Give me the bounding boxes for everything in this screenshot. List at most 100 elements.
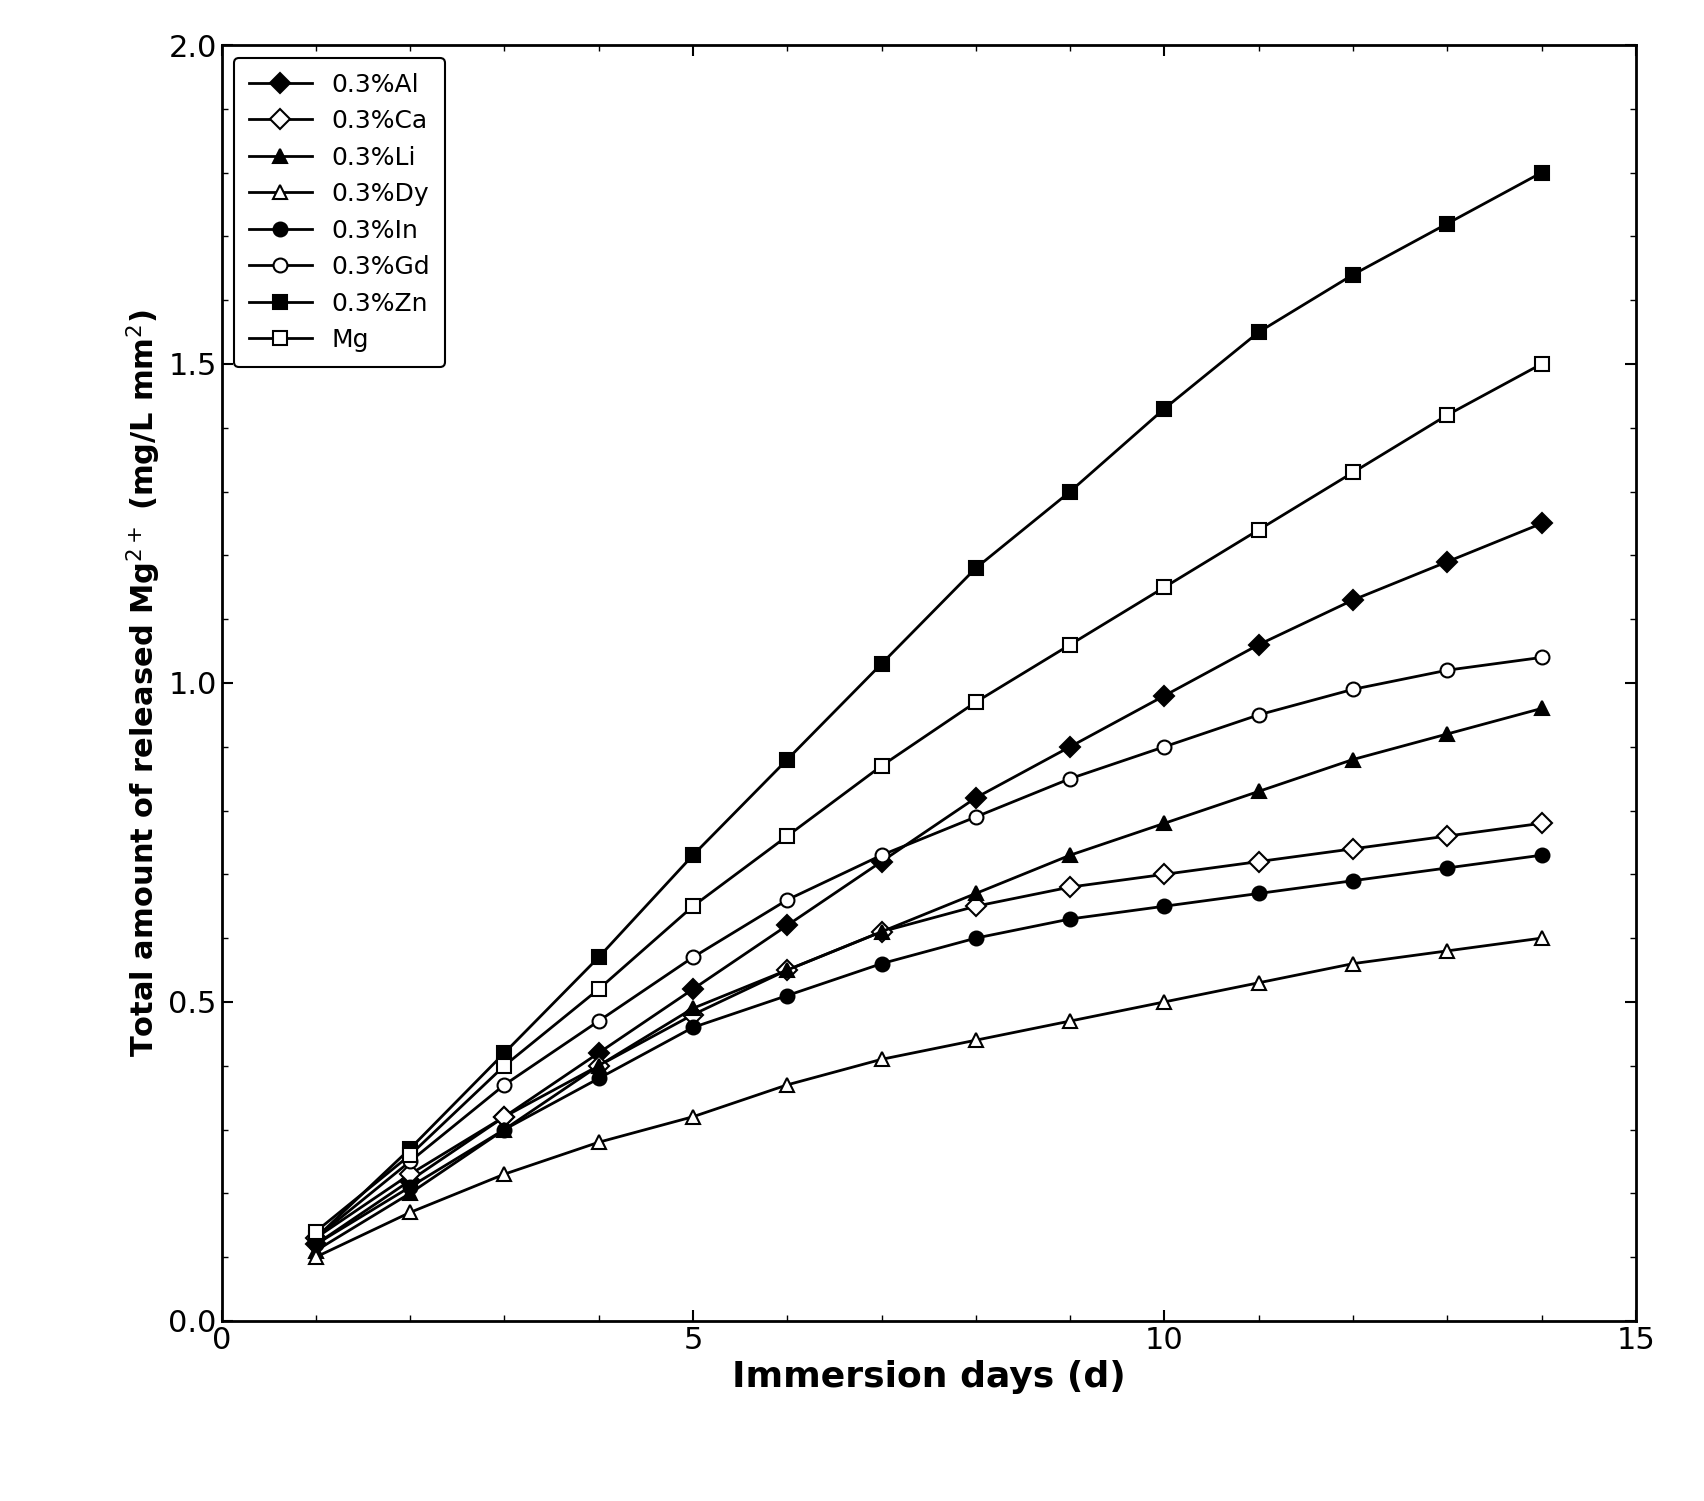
0.3%Li [871, 923, 891, 941]
0.3%Zn [494, 1045, 515, 1063]
0.3%Dy [588, 1133, 608, 1151]
0.3%Gd [588, 1012, 608, 1030]
Mg [494, 1057, 515, 1075]
0.3%Dy [871, 1051, 891, 1069]
Mg [871, 757, 891, 775]
Mg [1532, 356, 1552, 374]
0.3%Ca [400, 1165, 421, 1183]
0.3%Li [494, 1120, 515, 1139]
0.3%Ca [683, 1006, 704, 1024]
Y-axis label: Total amount of released Mg$^{2+}$ (mg/L mm$^{2}$): Total amount of released Mg$^{2+}$ (mg/L… [124, 309, 162, 1057]
0.3%Gd [1436, 660, 1457, 678]
0.3%Al [400, 1171, 421, 1189]
0.3%In [1249, 884, 1269, 902]
Mg [588, 980, 608, 998]
0.3%In [1532, 847, 1552, 865]
0.3%Ca [1154, 865, 1174, 883]
Line: 0.3%Li: 0.3%Li [308, 701, 1549, 1258]
Mg [1249, 521, 1269, 539]
0.3%Zn [1532, 164, 1552, 182]
0.3%Zn [305, 1229, 325, 1247]
0.3%Gd [966, 808, 987, 826]
Mg [1060, 636, 1080, 654]
0.3%Dy [1343, 955, 1363, 973]
Line: 0.3%Ca: 0.3%Ca [308, 817, 1549, 1244]
0.3%Li [1436, 725, 1457, 743]
0.3%Dy [1436, 943, 1457, 961]
0.3%Zn [1154, 399, 1174, 417]
0.3%Al [777, 916, 797, 934]
0.3%In [683, 1018, 704, 1036]
0.3%Al [1343, 591, 1363, 609]
0.3%Ca [871, 923, 891, 941]
0.3%Al [494, 1108, 515, 1126]
0.3%Li [305, 1241, 325, 1259]
0.3%Gd [871, 847, 891, 865]
0.3%Li [1060, 847, 1080, 865]
0.3%Dy [777, 1076, 797, 1094]
0.3%Zn [1060, 483, 1080, 501]
0.3%Zn [966, 560, 987, 578]
0.3%Li [588, 1057, 608, 1075]
0.3%In [588, 1069, 608, 1087]
0.3%Ca [1249, 853, 1269, 871]
0.3%Ca [494, 1108, 515, 1126]
0.3%Zn [683, 847, 704, 865]
Mg [683, 898, 704, 916]
0.3%Al [683, 980, 704, 998]
0.3%Gd [1154, 738, 1174, 757]
0.3%Al [305, 1235, 325, 1253]
Legend: 0.3%Al, 0.3%Ca, 0.3%Li, 0.3%Dy, 0.3%In, 0.3%Gd, 0.3%Zn, Mg: 0.3%Al, 0.3%Ca, 0.3%Li, 0.3%Dy, 0.3%In, … [233, 57, 445, 368]
Mg [1436, 405, 1457, 423]
0.3%Gd [494, 1076, 515, 1094]
0.3%Al [871, 853, 891, 871]
0.3%Dy [400, 1204, 421, 1222]
0.3%Gd [1060, 770, 1080, 788]
Line: 0.3%Al: 0.3%Al [308, 516, 1549, 1252]
0.3%Al [588, 1045, 608, 1063]
Mg [777, 827, 797, 845]
Line: 0.3%Gd: 0.3%Gd [308, 650, 1549, 1244]
0.3%Gd [400, 1153, 421, 1171]
0.3%Ca [1060, 878, 1080, 896]
0.3%Li [777, 961, 797, 979]
0.3%Dy [1060, 1012, 1080, 1030]
0.3%Li [1532, 699, 1552, 717]
0.3%Zn [777, 750, 797, 769]
0.3%Al [1249, 636, 1269, 654]
0.3%In [1060, 910, 1080, 928]
0.3%Zn [400, 1139, 421, 1157]
Line: 0.3%Zn: 0.3%Zn [308, 165, 1549, 1244]
0.3%Dy [1249, 974, 1269, 992]
0.3%Zn [1343, 266, 1363, 284]
0.3%In [494, 1120, 515, 1139]
0.3%Al [1436, 552, 1457, 570]
0.3%Gd [305, 1229, 325, 1247]
0.3%Ca [305, 1229, 325, 1247]
0.3%In [400, 1178, 421, 1196]
0.3%Gd [683, 949, 704, 967]
Line: 0.3%In: 0.3%In [308, 848, 1549, 1252]
0.3%In [1154, 898, 1174, 916]
0.3%In [305, 1235, 325, 1253]
0.3%In [871, 955, 891, 973]
0.3%Ca [1343, 841, 1363, 859]
0.3%Gd [1532, 648, 1552, 666]
Mg [1154, 578, 1174, 596]
0.3%Li [400, 1184, 421, 1202]
Mg [400, 1147, 421, 1165]
0.3%Al [1060, 738, 1080, 757]
0.3%Li [966, 884, 987, 902]
0.3%Al [966, 790, 987, 808]
0.3%Li [1154, 814, 1174, 832]
Mg [966, 693, 987, 711]
0.3%Dy [966, 1031, 987, 1049]
0.3%In [966, 929, 987, 947]
0.3%Dy [1532, 929, 1552, 947]
0.3%In [777, 986, 797, 1004]
0.3%Zn [588, 949, 608, 967]
0.3%Gd [1249, 705, 1269, 723]
0.3%Dy [1154, 994, 1174, 1012]
0.3%Li [683, 1000, 704, 1018]
Line: Mg: Mg [308, 357, 1549, 1238]
